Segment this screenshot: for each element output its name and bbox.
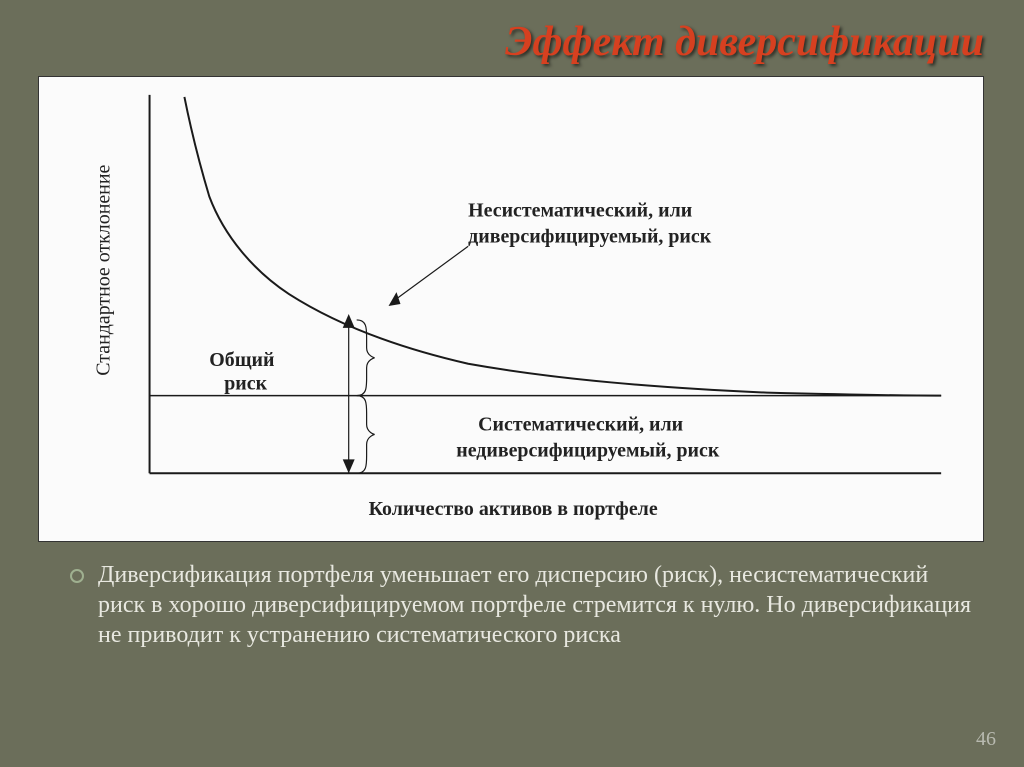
systematic-label-2: недиверсифицируемый, риск: [456, 439, 720, 461]
bullet-item: Диверсификация портфеля уменьшает его ди…: [70, 560, 974, 650]
brace-top-icon: [357, 320, 375, 396]
systematic-label-1: Систематический, или: [478, 413, 683, 435]
brace-bottom-icon: [357, 396, 375, 474]
slide-title: Эффект диверсификации: [505, 18, 984, 66]
diversification-chart: Стандартное отклонение Количество активо…: [38, 76, 984, 542]
bullet-icon: [70, 569, 84, 583]
unsystematic-label-1: Несистематический, или: [468, 199, 692, 221]
body-text-block: Диверсификация портфеля уменьшает его ди…: [70, 560, 974, 650]
total-risk-label-1: Общий: [209, 349, 274, 371]
arrowhead-up-icon: [343, 314, 355, 328]
chart-svg: Стандартное отклонение Количество активо…: [39, 77, 983, 541]
pointer-arrowhead-icon: [389, 292, 401, 306]
pointer-line: [394, 246, 469, 301]
arrowhead-down-icon: [343, 459, 355, 473]
total-risk-label-2: риск: [224, 373, 267, 395]
y-axis-label: Стандартное отклонение: [93, 165, 115, 376]
bullet-text: Диверсификация портфеля уменьшает его ди…: [98, 560, 974, 650]
page-number: 46: [976, 728, 996, 751]
x-axis-label: Количество активов в портфеле: [369, 498, 658, 520]
unsystematic-label-2: диверсифицируемый, риск: [468, 225, 712, 247]
